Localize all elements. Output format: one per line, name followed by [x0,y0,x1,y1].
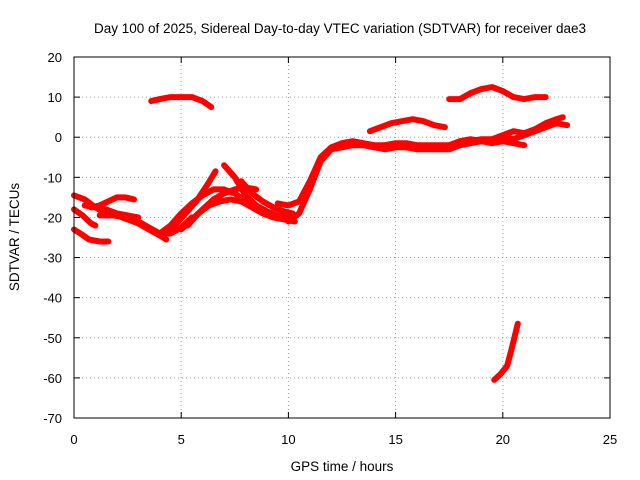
y-tick-label: -50 [43,331,62,346]
series-line-arc-12 [238,178,296,217]
x-tick-label: 15 [388,432,402,447]
series-line-arc-5 [88,194,137,211]
grid-lines [74,57,610,418]
y-tick-label: -70 [43,411,62,426]
y-tick-label: -40 [43,291,62,306]
y-tick-label: 10 [48,90,62,105]
y-tick-label: -30 [43,251,62,266]
y-tick-label: -20 [43,210,62,225]
series-line-arc-18 [456,120,571,145]
series-line-arc-7 [135,186,249,237]
series-line-arc-15 [381,138,528,153]
series-line-arc-14 [285,142,399,225]
y-tick-label: -10 [43,170,62,185]
series-line-arc-17 [446,84,549,103]
y-axis-label: SDTVAR / TECUs [7,183,22,292]
data-series-group [71,84,571,383]
y-tick-label: 20 [48,50,62,65]
series-line-arc-16 [366,116,448,135]
y-tick-label: 0 [55,130,62,145]
x-tick-label: 10 [281,432,295,447]
plot-frame [73,56,611,419]
series-line-arc-20 [148,94,215,111]
series-line-arc-8 [161,168,219,237]
x-tick-label: 0 [70,432,77,447]
x-axis-label: GPS time / hours [291,459,394,474]
axis-ticks: -70 -60 -50 -40 -30 -20 -10 0 10 20 0 5 10 15 20 25 [43,50,617,447]
series-line-arc-2 [71,206,99,229]
series-line-arc-11 [221,162,292,221]
x-tick-label: 25 [603,432,617,447]
series-line-arc-1 [71,226,112,245]
x-tick-label: 5 [178,432,185,447]
chart-title: Day 100 of 2025, Sidereal Day-to-day VTE… [94,21,586,36]
series-line-arc-21 [491,320,521,383]
y-tick-label: -60 [43,371,62,386]
series-line-arc-19 [489,114,566,143]
x-tick-label: 20 [496,432,510,447]
